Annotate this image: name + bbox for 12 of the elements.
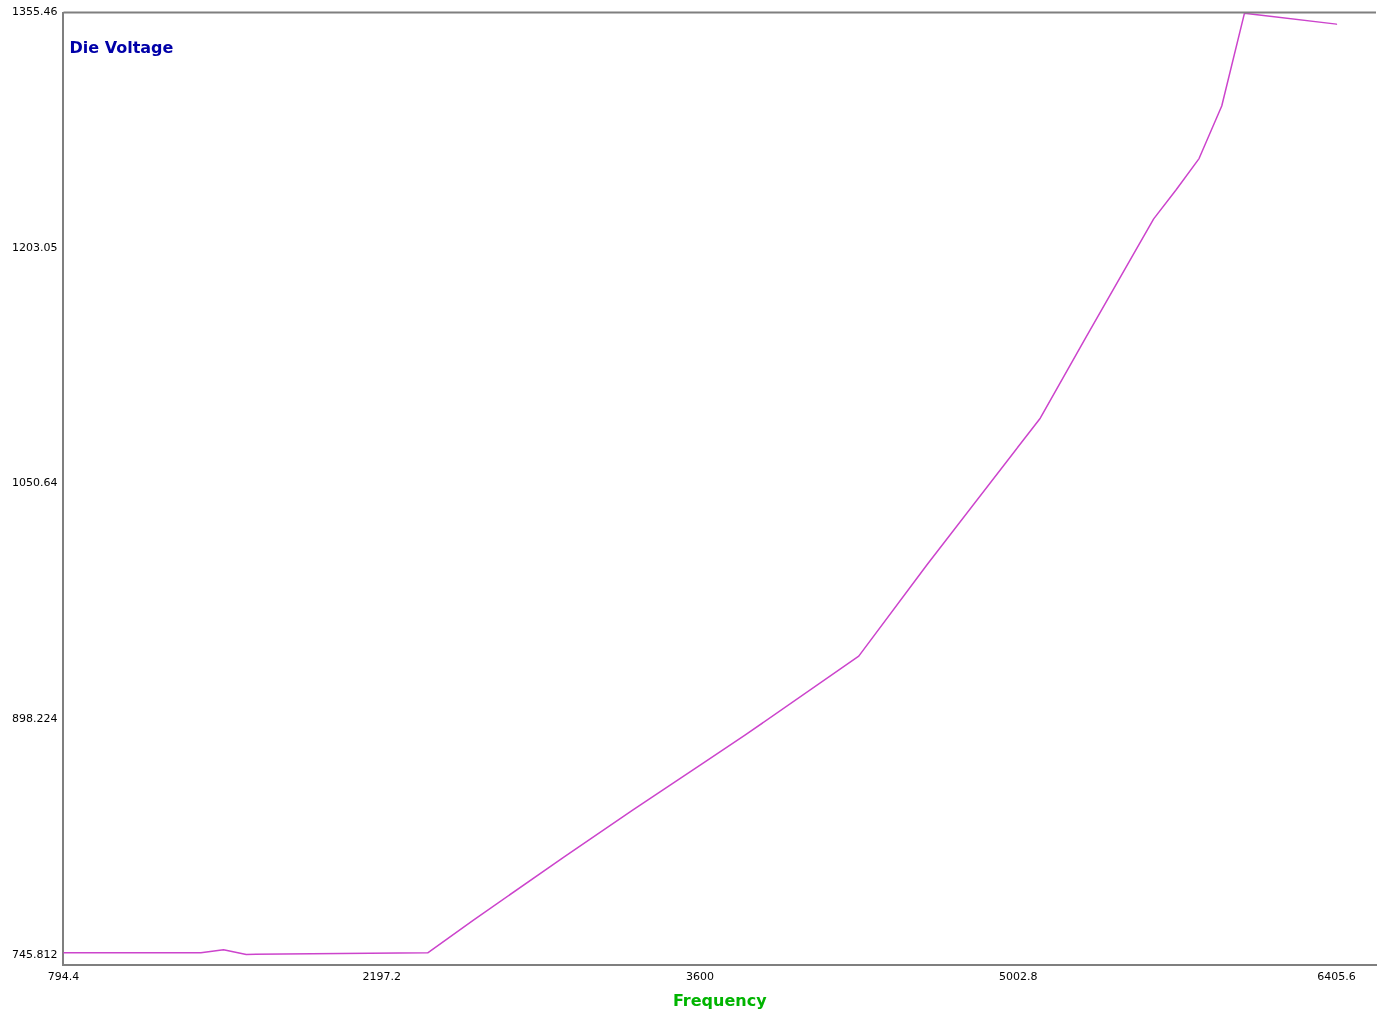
x-axis-title: Frequency: [672, 990, 768, 1010]
x-tick-label: 3600: [685, 970, 714, 984]
y-tick-label: 745.812: [11, 947, 58, 961]
y-tick-label: 1050.64: [11, 476, 58, 490]
x-tick-label: 5002.8: [998, 970, 1038, 984]
y-tick-label: 898.224: [11, 712, 58, 726]
y-axis-title: Die Voltage: [69, 37, 174, 57]
x-tick-label: 2197.2: [362, 970, 401, 984]
y-tick-label: 1355.46: [11, 5, 58, 19]
y-tick-label: 1203.05: [11, 240, 58, 254]
x-tick-label: 794.4: [47, 970, 80, 984]
x-tick-label: 6405.6: [1317, 970, 1356, 984]
